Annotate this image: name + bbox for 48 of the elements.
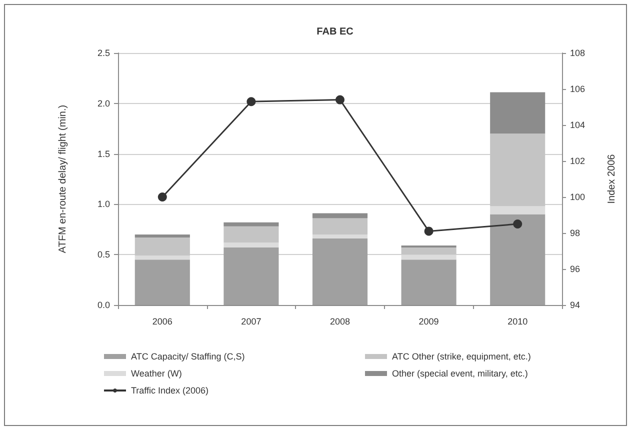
bar: [401, 254, 456, 260]
y2-tick-label: 104: [570, 120, 586, 130]
bar: [224, 248, 279, 305]
bar: [312, 213, 368, 218]
bar: [490, 214, 546, 305]
y-tick-label: 1.0: [97, 199, 110, 210]
point: [246, 97, 256, 106]
y-tick-label: 2.0: [97, 98, 110, 108]
bar: [312, 218, 368, 234]
y-tick-label: 0.0: [97, 300, 110, 310]
y-tick-label: 2.5: [97, 48, 110, 58]
y-tick-label: 1.5: [97, 148, 110, 159]
point: [336, 95, 344, 104]
bar: [401, 260, 456, 305]
bar: [312, 234, 368, 238]
y2-tick-label: 108: [570, 48, 586, 58]
x-tick-label: 2006: [152, 316, 172, 326]
legend-label: Traffic Index (2006): [131, 386, 209, 396]
legend-label: ATC Other (strike, equipment, etc.): [392, 352, 531, 362]
y2-tick-label: 106: [570, 84, 586, 94]
point: [513, 220, 522, 228]
bar: [224, 226, 279, 243]
bar: [134, 234, 190, 238]
x-tick-label: 2010: [508, 316, 528, 326]
point: [424, 226, 434, 236]
bar: [224, 242, 279, 248]
legend-label: Other (special event, military, etc.): [392, 368, 528, 378]
x-tick-label: 2008: [330, 316, 350, 326]
legend-label: Weather (W): [131, 368, 182, 378]
x-tick-label: 2009: [418, 316, 439, 326]
y2-tick-label: 98: [570, 228, 580, 238]
y2-tick-label: 102: [570, 156, 586, 166]
x-tick-label: 2007: [241, 316, 262, 326]
bar: [490, 92, 546, 134]
legend-label: ATC Capacity/ Staffing (C,S): [131, 352, 245, 362]
bar: [134, 260, 190, 305]
y2-tick-label: 94: [570, 300, 580, 310]
y2-axis-title: Index 2006: [606, 154, 618, 204]
point: [158, 192, 167, 202]
y-axis-title: ATFM en-route delay/ flight (min.): [58, 104, 68, 254]
bar: [134, 256, 190, 260]
bar: [490, 206, 546, 214]
y2-tick-label: 100: [570, 192, 586, 202]
chart-title: FAB EC: [316, 26, 354, 38]
bar: [312, 238, 368, 305]
y-tick-label: 0.5: [97, 250, 110, 260]
y2-tick-label: 96: [570, 264, 580, 274]
bar: [224, 222, 279, 226]
